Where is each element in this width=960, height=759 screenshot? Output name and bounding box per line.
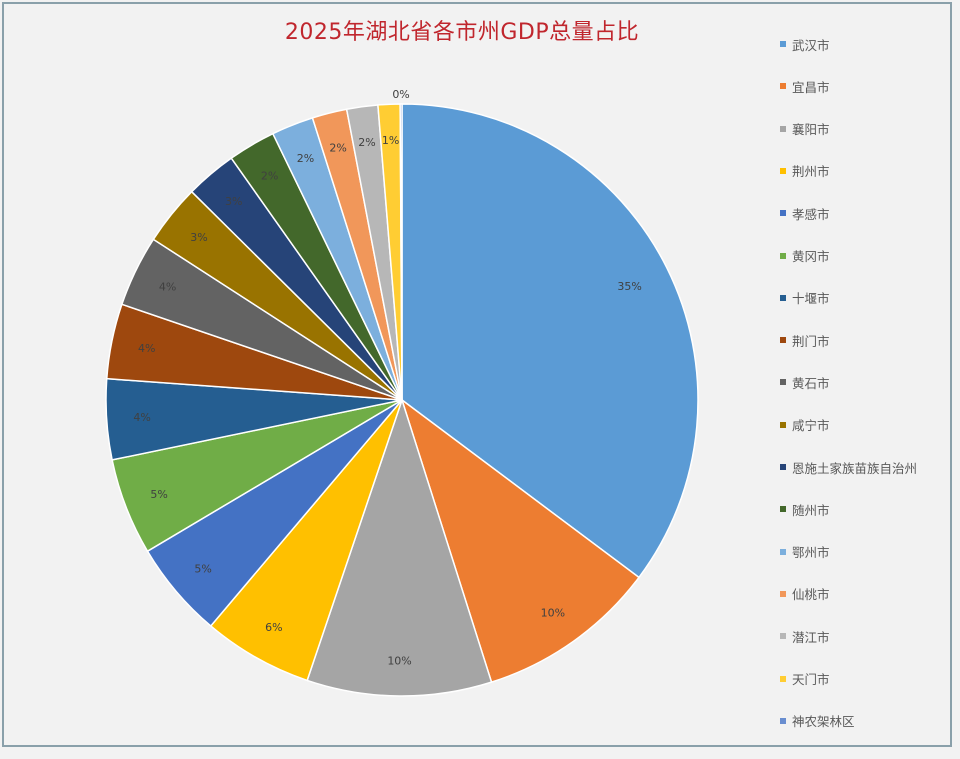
legend-item: 仙桃市 (780, 584, 830, 604)
pie-slice (399, 103, 403, 401)
legend-swatch-icon (780, 167, 786, 174)
pie-svg: 35% 10% 10% 6% 5% 5% 4% 4% 4% 3% 3% 2% 2% 2% 2% 1% 0% (105, 88, 699, 697)
legend-swatch-icon (780, 379, 786, 386)
legend-swatch-icon (780, 337, 786, 344)
legend-item: 荆州市 (780, 161, 830, 181)
slice-label: 35% (617, 280, 641, 293)
legend-swatch-icon (780, 421, 786, 428)
slice-label: 10% (541, 606, 565, 619)
legend-swatch-icon (780, 210, 786, 217)
legend-swatch-icon (780, 675, 786, 682)
slice-label: 5% (150, 488, 167, 501)
slice-label: 2% (358, 136, 375, 149)
slice-label: 6% (265, 621, 282, 634)
legend-label: 荆门市 (792, 333, 830, 349)
slice-label: 4% (138, 342, 155, 355)
pie-slice (401, 103, 699, 579)
legend-swatch-icon (780, 252, 786, 259)
legend-item: 神农架林区 (780, 711, 855, 731)
legend-label: 十堰市 (792, 291, 830, 307)
legend-label: 恩施土家族苗族自治州 (792, 460, 918, 476)
legend-item: 天门市 (780, 669, 830, 689)
legend-item: 随州市 (780, 499, 830, 519)
slice-label: 0% (392, 88, 409, 101)
legend-swatch-icon (780, 548, 786, 555)
legend-label: 随州市 (792, 502, 830, 518)
legend-label: 咸宁市 (792, 418, 830, 434)
pie-slice (306, 397, 493, 697)
legend-swatch-icon (780, 41, 786, 47)
legend-label: 神农架林区 (792, 714, 855, 730)
legend-item: 咸宁市 (780, 415, 830, 435)
legend-item: 武汉市 (780, 34, 830, 54)
legend-label: 武汉市 (792, 37, 830, 53)
legend-label: 黄冈市 (792, 249, 830, 264)
legend-item: 黄冈市 (780, 246, 830, 266)
legend-swatch-icon (780, 83, 786, 90)
slice-label: 1% (382, 134, 399, 147)
slice-label: 2% (297, 152, 314, 165)
legend-label: 孝感市 (792, 206, 830, 222)
slice-label: 4% (159, 280, 176, 293)
legend-item: 十堰市 (780, 288, 830, 308)
legend-swatch-icon (780, 464, 786, 470)
slice-label: 3% (225, 195, 242, 208)
legend-item: 襄阳市 (780, 119, 830, 139)
legend-label: 鄂州市 (792, 545, 830, 561)
legend-item: 黄石市 (780, 372, 830, 392)
slice-label: 5% (194, 562, 211, 575)
legend-label: 荆州市 (792, 164, 830, 180)
legend-label: 仙桃市 (792, 587, 830, 603)
legend-swatch-icon (780, 294, 786, 301)
legend-label: 天门市 (792, 672, 830, 687)
legend-label: 襄阳市 (792, 122, 830, 138)
legend-item: 潜江市 (780, 626, 830, 646)
legend-swatch-icon (780, 633, 786, 640)
legend-swatch-icon (780, 590, 786, 597)
pie-slice (400, 397, 640, 684)
legend-swatch-icon (780, 717, 786, 724)
legend-label: 黄石市 (792, 375, 830, 391)
legend-item: 鄂州市 (780, 542, 830, 562)
legend-swatch-icon (780, 506, 786, 513)
pie-chart: 35% 10% 10% 6% 5% 5% 4% 4% 4% 3% 3% 2% 2% 2% 2% 1% 0% (105, 88, 699, 697)
legend-item: 荆门市 (780, 330, 830, 350)
legend-item: 恩施土家族苗族自治州 (780, 457, 917, 477)
slice-label: 2% (329, 141, 346, 154)
slice-label: 10% (387, 654, 411, 667)
legend-item: 宜昌市 (780, 76, 830, 96)
slice-label: 3% (190, 231, 207, 244)
legend-item: 孝感市 (780, 203, 830, 223)
legend-swatch-icon (780, 125, 786, 132)
legend-label: 宜昌市 (792, 79, 830, 95)
legend-label: 潜江市 (792, 629, 830, 645)
slice-label: 4% (133, 411, 150, 424)
chart-title: 2025年湖北省各市州GDP总量占比 (284, 20, 640, 45)
slice-label: 2% (261, 170, 278, 183)
